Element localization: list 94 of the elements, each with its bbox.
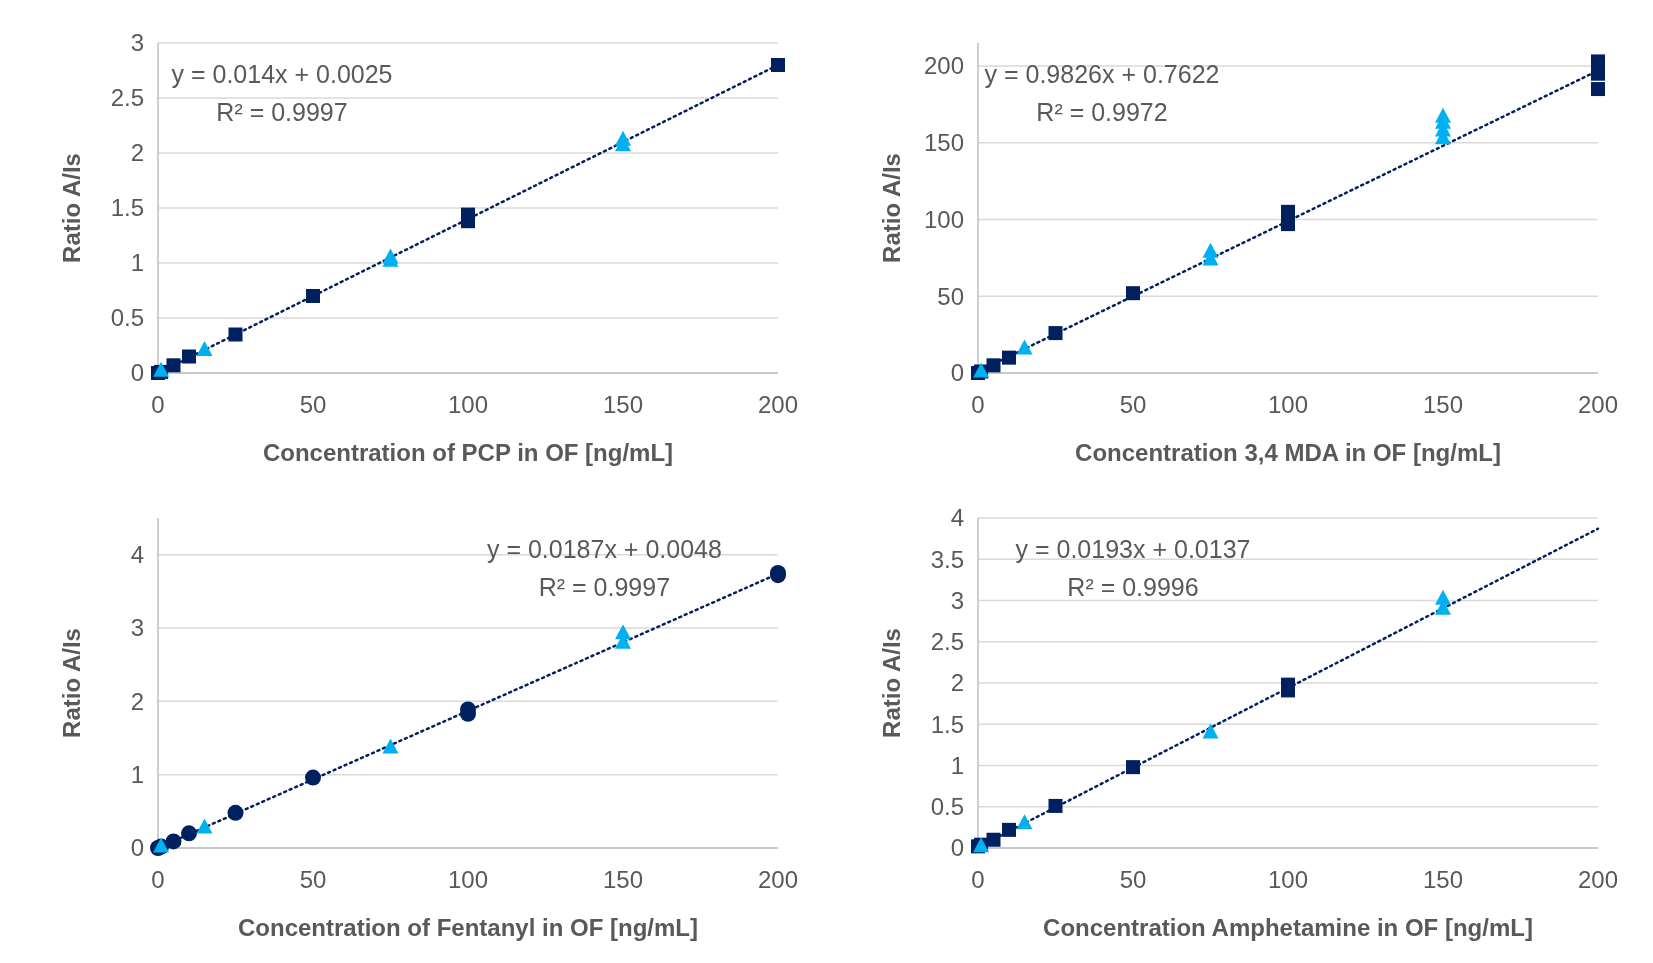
y-tick-label: 4 xyxy=(130,541,144,569)
point xyxy=(771,58,785,72)
point xyxy=(1435,589,1451,605)
annotation: y = 0.9826x + 0.7622 xyxy=(984,60,1220,88)
x-tick-label: 200 xyxy=(1577,866,1619,893)
point xyxy=(305,769,321,786)
x-axis-title: Concentration of PCP in OF [ng/mL] xyxy=(262,439,674,466)
y-tick-label: 0 xyxy=(130,359,144,387)
x-tick-label: 150 xyxy=(1422,391,1464,418)
annotation: R² = 0.9997 xyxy=(538,573,671,601)
y-tick-label: 0 xyxy=(950,359,964,387)
y-tick-label: 1 xyxy=(130,761,144,789)
point xyxy=(615,624,631,640)
annotation: y = 0.0187x + 0.0048 xyxy=(486,535,722,563)
x-tick-label: 100 xyxy=(1267,391,1309,418)
point xyxy=(1002,350,1016,365)
point xyxy=(1202,723,1219,739)
point xyxy=(165,833,182,850)
x-tick-label: 0 xyxy=(971,391,985,418)
annotation: R² = 0.9972 xyxy=(1036,98,1168,126)
point xyxy=(1016,814,1033,830)
y-tick-label: 3 xyxy=(950,586,964,614)
annotation: R² = 0.9996 xyxy=(1067,573,1199,601)
point xyxy=(227,804,244,821)
x-tick-label: 0 xyxy=(151,866,165,893)
point xyxy=(1202,242,1219,258)
y-tick-label: 2 xyxy=(950,669,964,697)
point xyxy=(986,832,1001,847)
point xyxy=(1002,822,1016,837)
y-tick-label: 150 xyxy=(923,129,964,157)
x-axis-title: Concentration 3,4 MDA in OF [ng/mL] xyxy=(1075,439,1501,466)
annotation: R² = 0.9997 xyxy=(216,98,348,126)
y-tick-label: 4 xyxy=(950,504,964,532)
y-tick-label: 0 xyxy=(130,834,144,862)
x-tick-label: 50 xyxy=(1119,866,1147,893)
y-tick-label: 2 xyxy=(130,687,144,715)
x-tick-label: 50 xyxy=(299,391,327,418)
point xyxy=(228,327,243,342)
point xyxy=(1048,326,1063,341)
x-tick-label: 0 xyxy=(971,866,985,893)
point xyxy=(181,825,197,842)
y-tick-label: 2 xyxy=(130,139,144,167)
x-tick-label: 0 xyxy=(151,391,165,418)
x-tick-label: 50 xyxy=(299,866,327,893)
point xyxy=(1591,66,1605,81)
y-tick-label: 1 xyxy=(130,249,144,277)
y-tick-label: 3 xyxy=(130,29,144,57)
y-tick-label: 3 xyxy=(130,614,144,642)
point xyxy=(1126,286,1140,301)
x-tick-label: 200 xyxy=(757,866,799,893)
y-tick-label: 100 xyxy=(923,205,964,233)
point xyxy=(1048,798,1063,813)
point xyxy=(1435,107,1451,123)
y-tick-label: 3.5 xyxy=(930,545,964,573)
x-tick-label: 50 xyxy=(1119,391,1147,418)
point xyxy=(196,818,213,834)
point xyxy=(1016,339,1033,355)
y-tick-label: 0.5 xyxy=(110,304,144,332)
point xyxy=(306,289,320,303)
point xyxy=(196,340,213,356)
annotation: y = 0.0193x + 0.0137 xyxy=(1015,535,1251,563)
point xyxy=(166,358,181,373)
point xyxy=(615,130,631,146)
y-axis-title: Ratio A/Is xyxy=(878,628,905,738)
point xyxy=(1591,82,1605,97)
y-tick-label: 1.5 xyxy=(930,710,964,738)
y-axis-title: Ratio A/Is xyxy=(58,628,85,738)
x-tick-label: 150 xyxy=(602,391,644,418)
y-tick-label: 0.5 xyxy=(930,793,964,821)
y-tick-label: 2.5 xyxy=(110,84,144,112)
x-axis-title: Concentration of Fentanyl in OF [ng/mL] xyxy=(238,914,698,941)
point xyxy=(182,349,196,364)
y-axis-title: Ratio A/Is xyxy=(878,153,905,263)
y-tick-label: 0 xyxy=(950,834,964,862)
x-axis-title: Concentration Amphetamine in OF [ng/mL] xyxy=(1043,914,1533,941)
x-tick-label: 150 xyxy=(1422,866,1464,893)
x-tick-label: 100 xyxy=(447,391,489,418)
point xyxy=(1126,760,1140,775)
x-tick-label: 150 xyxy=(602,866,644,893)
x-tick-label: 100 xyxy=(447,866,489,893)
point xyxy=(1281,204,1295,219)
y-tick-label: 1.5 xyxy=(110,194,144,222)
point xyxy=(1591,54,1605,69)
x-tick-label: 200 xyxy=(1577,391,1619,418)
y-tick-label: 200 xyxy=(923,52,964,80)
y-tick-label: 50 xyxy=(937,282,964,310)
y-axis-title: Ratio A/Is xyxy=(58,153,85,263)
y-tick-label: 1 xyxy=(950,751,964,779)
x-tick-label: 100 xyxy=(1267,866,1309,893)
annotation: y = 0.014x + 0.0025 xyxy=(171,60,393,88)
x-tick-label: 200 xyxy=(757,391,799,418)
y-tick-label: 2.5 xyxy=(930,628,964,656)
point xyxy=(382,738,399,754)
point xyxy=(986,358,1001,373)
